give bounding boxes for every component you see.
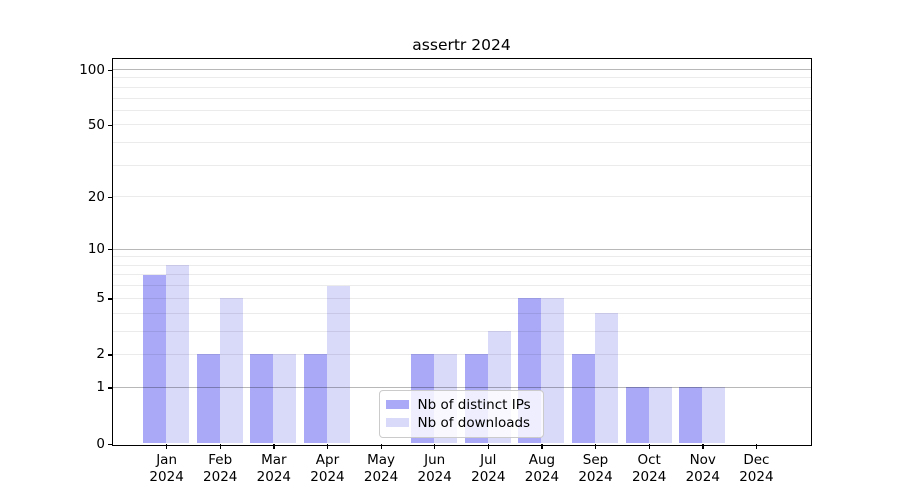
x-tick-label-mar: Mar 2024 [256,452,292,485]
x-tick-mark [648,444,650,449]
bar-nov-downloads [702,387,726,444]
legend-label-distinct-ips: Nb of distinct IPs [417,396,531,413]
gridline-y-20 [112,196,811,198]
y-tick-mark [108,249,113,251]
gridline-y-9 [112,256,811,258]
legend-item-distinct-ips: Nb of distinct IPs [385,396,537,414]
gridline-y-2 [112,353,811,355]
bar-mar-downloads [273,354,297,444]
legend-label-downloads: Nb of downloads [417,414,531,431]
y-tick-mark [108,354,113,356]
y-tick-label-1: 1 [96,379,105,396]
x-tick-label-apr: Apr 2024 [310,452,345,485]
x-tick-label-oct: Oct 2024 [631,452,667,485]
gridline-y-8 [112,264,811,266]
bar-feb-ips [196,354,220,444]
legend: Nb of distinct IPs Nb of downloads [378,389,544,438]
x-tick-mark [595,444,597,449]
legend-swatch-distinct-ips [385,400,409,409]
y-tick-mark [108,69,113,71]
y-tick-mark [108,124,113,127]
y-tick-label-5: 5 [96,290,105,307]
legend-swatch-downloads [385,418,409,427]
bar-jan-ips [143,274,167,444]
y-tick-label-10: 10 [87,241,105,258]
bar-aug-downloads [541,298,565,444]
bar-nov-ips [679,387,703,444]
bar-apr-ips [303,354,327,444]
gridline-y-3 [112,330,811,332]
x-tick-label-aug: Aug 2024 [524,452,560,485]
x-tick-mark [755,444,758,449]
gridline-y-70 [112,97,811,99]
gridline-y-5 [112,297,811,299]
gridline-y-50 [112,124,811,126]
bar-sep-downloads [595,313,619,444]
gridline-y-100 [112,69,811,70]
x-tick-label-sep: Sep 2024 [578,452,613,485]
bar-oct-downloads [648,387,672,444]
gridline-y-60 [112,109,811,111]
gridline-y-80 [112,86,811,88]
gridline-y-30 [112,164,811,166]
gridline-y-40 [112,142,811,144]
y-tick-mark [108,298,113,300]
bar-oct-ips [625,387,649,444]
x-tick-label-dec: Dec 2024 [739,452,774,485]
x-tick-label-may: May 2024 [363,452,399,485]
x-tick-mark [541,444,543,449]
gridline-y-90 [112,77,811,79]
y-tick-label-2: 2 [96,346,105,363]
x-tick-label-jan: Jan 2024 [149,452,184,485]
gridline-y-6 [112,285,811,287]
bar-jan-downloads [166,265,190,444]
y-tick-label-0: 0 [96,435,105,452]
chart-title: assertr 2024 [412,36,511,54]
gridline-y-7 [112,274,811,276]
gridline-y-4 [112,312,811,314]
legend-item-downloads: Nb of downloads [385,414,537,432]
bar-sep-ips [572,354,596,444]
bar-mar-ips [250,354,274,444]
x-tick-mark [487,444,490,449]
x-tick-mark [702,444,704,449]
bar-feb-downloads [219,298,243,444]
gridline-y-10 [112,248,811,250]
y-tick-mark [108,196,113,199]
plot-area: Nb of distinct IPs Nb of downloads [111,57,812,446]
bar-apr-downloads [326,285,350,444]
x-tick-label-nov: Nov 2024 [685,452,720,485]
x-tick-mark [326,444,329,449]
x-tick-mark [380,444,382,449]
y-tick-label-20: 20 [87,188,105,205]
x-tick-mark [166,444,168,449]
y-tick-label-100: 100 [79,61,105,78]
y-tick-label-50: 50 [87,116,105,133]
y-tick-mark [108,443,113,445]
y-tick-mark [108,387,113,389]
x-tick-mark [273,444,275,449]
x-tick-mark [219,444,222,449]
gridline-y-1 [112,386,811,388]
x-tick-label-jul: Jul 2024 [471,452,506,485]
x-tick-label-feb: Feb 2024 [203,452,238,485]
x-tick-mark [434,444,436,449]
x-tick-label-jun: Jun 2024 [417,452,452,485]
